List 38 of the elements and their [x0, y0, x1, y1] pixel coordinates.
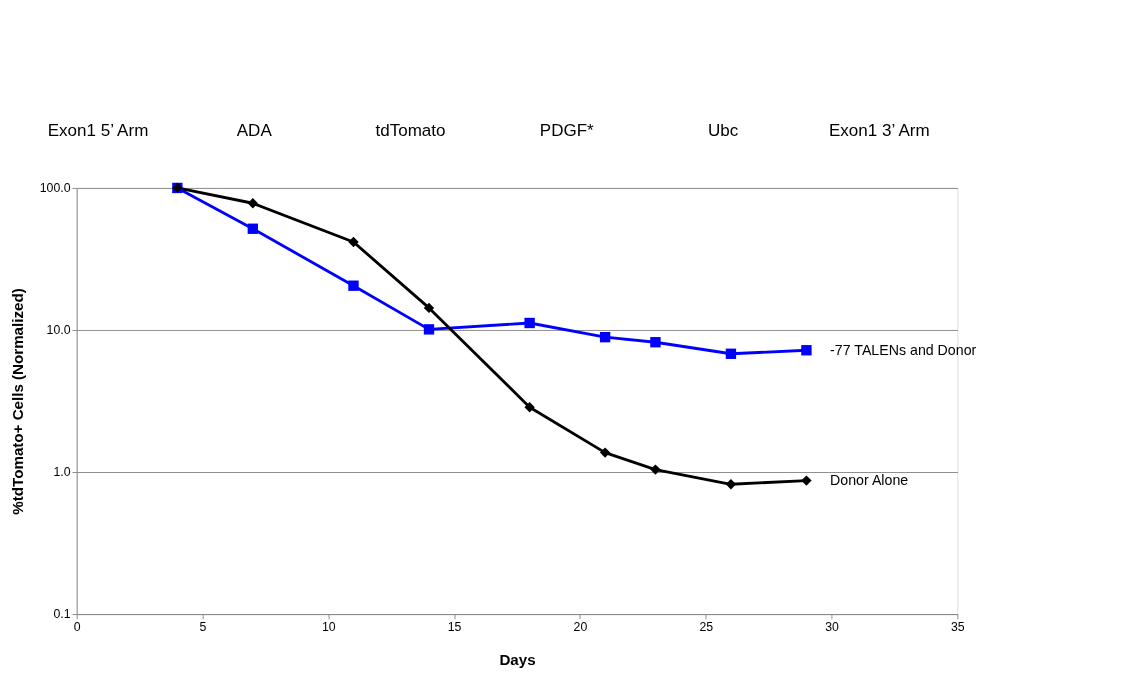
- x-tick-label: 25: [699, 619, 714, 634]
- text: Ubc: [707, 120, 739, 140]
- point: [801, 475, 812, 486]
- point: [247, 223, 259, 234]
- series-label: Donor Alone: [830, 472, 909, 489]
- point: [524, 402, 535, 413]
- point: [247, 198, 259, 209]
- series-label: -77 TALENs and Donor: [830, 341, 977, 358]
- y-axis-title: %tdTomato+ Cells (Normalized): [8, 288, 26, 515]
- point: [725, 479, 737, 490]
- text: Exon1 3’ Arm: [828, 120, 930, 140]
- x-tick-label: 20: [573, 619, 588, 634]
- text: PDGF*: [539, 120, 595, 140]
- text: ADA: [236, 120, 273, 140]
- x-tick-label: 15: [447, 619, 462, 634]
- y-tick-label: 100.0: [39, 181, 71, 196]
- point: [599, 447, 611, 458]
- text: tdTomato: [375, 120, 446, 140]
- point: [650, 464, 661, 475]
- y-tick-label: 10.0: [46, 323, 71, 338]
- x-tick-label: 10: [321, 619, 336, 634]
- y-tick-label: 0.1: [53, 607, 71, 622]
- x-axis-title: Days: [499, 650, 536, 668]
- x-tick-label: 30: [825, 619, 840, 634]
- point: [423, 324, 435, 335]
- point: [423, 302, 435, 314]
- point: [599, 331, 611, 343]
- point: [348, 236, 359, 248]
- point: [524, 317, 535, 329]
- x-tick-label: 5: [199, 619, 207, 634]
- x-tick-label: 35: [951, 619, 965, 634]
- point: [650, 337, 661, 348]
- x-tick-label: 0: [73, 619, 81, 634]
- text: Exon1 5’ Arm: [47, 120, 149, 140]
- point: [801, 345, 812, 356]
- point: [348, 280, 359, 291]
- y-tick-label: 1.0: [53, 465, 71, 480]
- point: [725, 348, 737, 359]
